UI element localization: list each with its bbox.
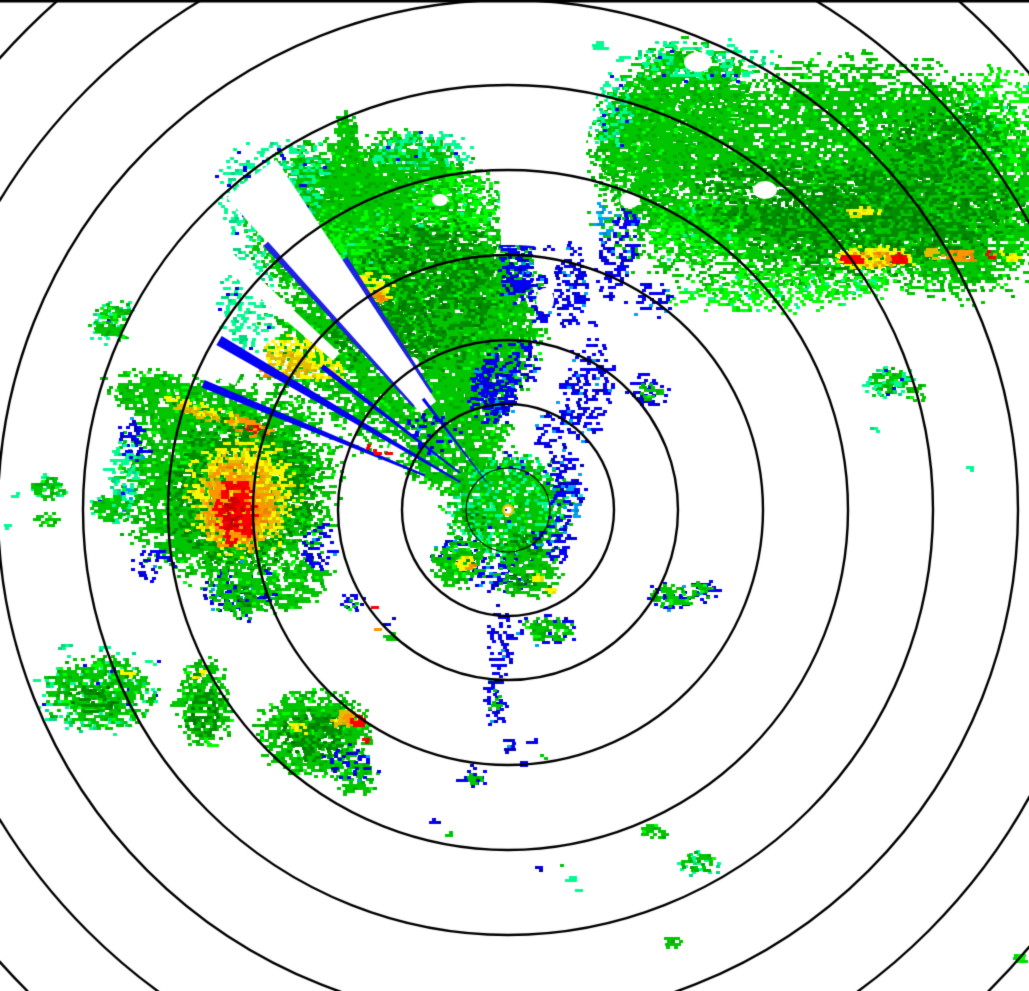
radar-display xyxy=(0,0,1029,991)
radar-ppi-canvas xyxy=(0,0,1029,991)
